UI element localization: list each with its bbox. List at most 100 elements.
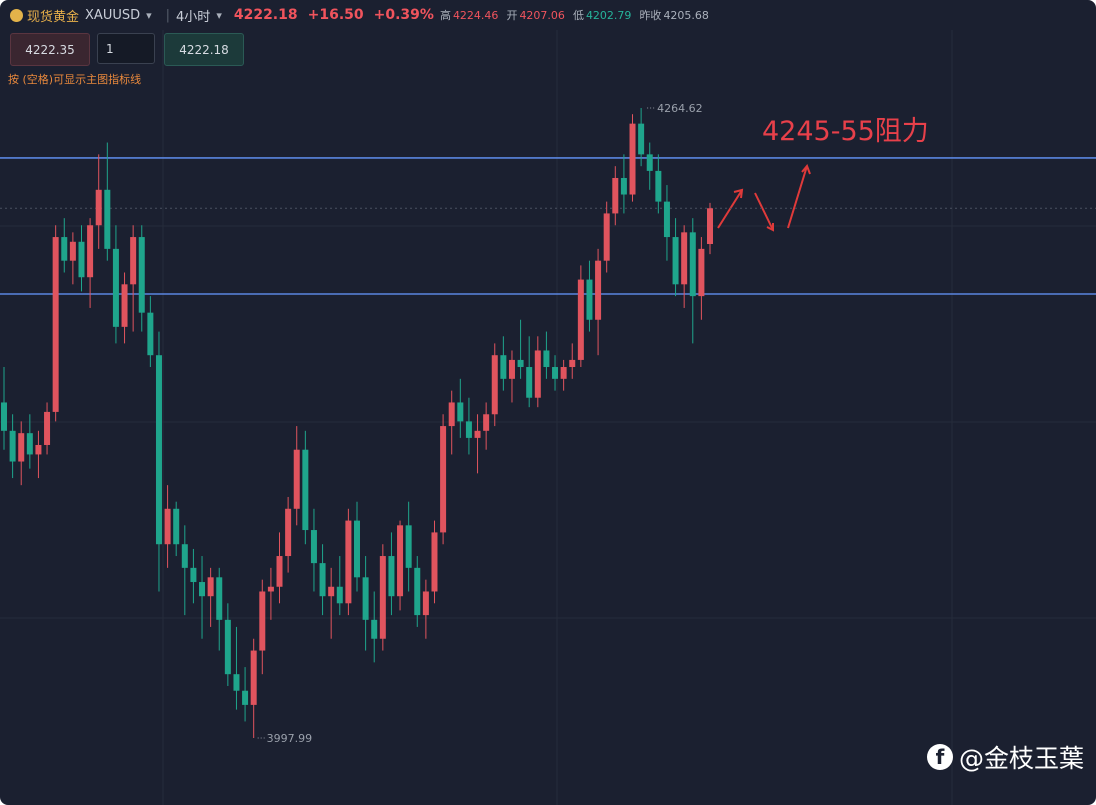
open-label: 开 <box>506 9 518 22</box>
candle-body <box>379 556 386 639</box>
candle-body <box>448 402 455 427</box>
candle-body <box>689 232 696 297</box>
candle-body <box>577 279 584 360</box>
candle-body <box>302 449 309 531</box>
candle-body <box>457 402 464 422</box>
candle-body <box>293 449 300 509</box>
candle-body <box>371 619 378 639</box>
candle-body <box>483 414 490 431</box>
candle-body <box>663 201 670 238</box>
candle-body <box>276 556 283 587</box>
candle-body <box>18 433 25 462</box>
facebook-icon: f <box>926 744 953 770</box>
candle-body <box>698 248 705 297</box>
candle-body <box>603 213 610 261</box>
symbol[interactable]: XAUUSD <box>85 7 141 23</box>
candle-body <box>164 508 171 545</box>
candle-body <box>672 237 679 285</box>
high: 4224.46 <box>452 8 499 22</box>
candle-body <box>638 123 645 155</box>
candle-body <box>104 189 111 249</box>
dropdown[interactable]: ▾ <box>216 8 222 22</box>
candle-body <box>595 260 602 320</box>
candle-body <box>52 237 59 412</box>
candle-body <box>440 426 447 533</box>
candle-body <box>534 350 541 398</box>
symbol-icon <box>10 8 23 22</box>
candle-body <box>26 433 33 455</box>
high-label: 4264.62 <box>657 102 703 115</box>
candle-body <box>267 586 274 592</box>
hint: 按 (空格)可显示主图指标线 <box>8 73 142 86</box>
candle-body <box>620 177 627 195</box>
candle-body <box>121 284 128 327</box>
candle-body <box>216 577 223 620</box>
buy-button[interactable]: 4222.18 <box>164 33 244 66</box>
candle-body <box>250 650 257 705</box>
watermark: f @金枝玉葉 <box>926 739 1084 775</box>
candle-body <box>233 674 240 691</box>
candle-body <box>681 232 688 285</box>
candle-body <box>207 577 214 597</box>
candle-body <box>612 177 619 214</box>
candle-body <box>1 402 7 431</box>
candle-body <box>362 577 369 620</box>
candle-body <box>310 530 317 564</box>
candle-body <box>61 237 68 261</box>
candle-body <box>112 248 119 327</box>
candle-body <box>414 567 421 616</box>
period[interactable]: 4小时 <box>176 9 211 25</box>
candle-body <box>44 411 51 445</box>
candle-body <box>9 430 16 462</box>
candle-body <box>328 586 335 597</box>
open: 4207.06 <box>519 8 565 22</box>
sell-button[interactable]: 4222.35 <box>10 33 90 66</box>
candle-body <box>130 237 137 285</box>
candle-body <box>259 591 266 651</box>
candle-body <box>224 619 231 675</box>
candle-body <box>560 367 567 379</box>
candle-body <box>646 154 653 171</box>
dropdown[interactable]: ▾ <box>146 8 152 22</box>
watermark-text: @金枝玉葉 <box>958 744 1084 773</box>
candle-body <box>491 355 498 415</box>
candle-body <box>35 444 42 455</box>
candle-body <box>78 241 85 278</box>
candle-body <box>336 586 343 604</box>
candle-body <box>95 189 102 226</box>
candle-body <box>242 690 249 705</box>
change: +16.50 <box>307 7 364 23</box>
candle-body <box>345 520 352 604</box>
candle-body <box>629 123 636 195</box>
candle-body <box>586 279 593 320</box>
price: 4222.18 <box>233 7 298 23</box>
candle-body <box>552 367 559 379</box>
candle-body <box>422 591 429 616</box>
trend-arrows <box>717 164 811 232</box>
candle-body <box>319 563 326 597</box>
candle-body <box>474 430 481 438</box>
candle-body <box>543 350 550 368</box>
candle-body <box>190 567 197 583</box>
candle-body <box>405 525 412 568</box>
candle-body <box>707 208 713 245</box>
candle-body <box>388 556 395 597</box>
candle-body <box>354 520 360 578</box>
candle-body <box>181 544 188 568</box>
quantity-input[interactable]: 1 <box>97 33 155 64</box>
candle-body <box>397 525 404 597</box>
candle-body <box>569 359 576 368</box>
low-label: 低 <box>572 9 584 22</box>
change-pct: +0.39% <box>373 7 434 23</box>
low-label: 3997.99 <box>267 732 313 745</box>
instrument-name[interactable]: 现货黄金 <box>27 9 80 25</box>
separator: | <box>165 7 171 23</box>
candle-body <box>526 367 533 398</box>
candle-body <box>173 508 180 545</box>
prev-label: 昨收 <box>639 9 662 22</box>
annotation: 4245-55阻力 <box>762 116 929 147</box>
candle-body <box>517 359 524 368</box>
high-label: 高 <box>439 9 451 22</box>
